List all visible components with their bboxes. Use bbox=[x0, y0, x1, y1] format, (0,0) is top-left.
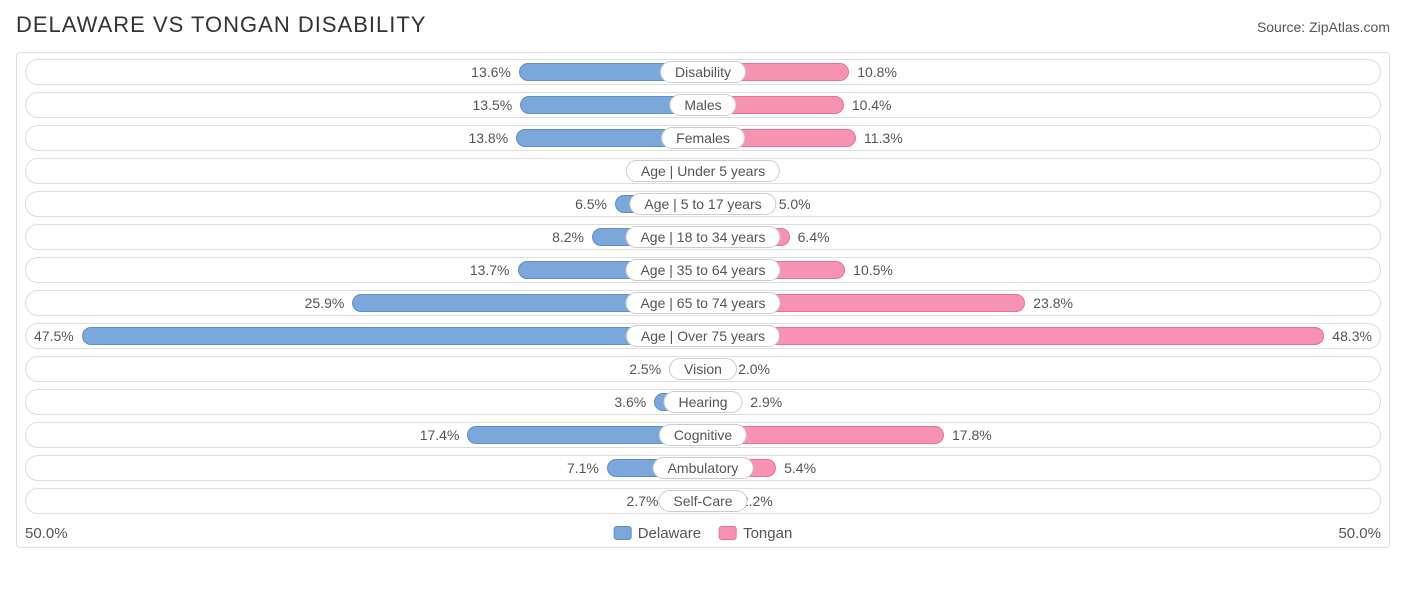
left-value: 2.5% bbox=[621, 361, 669, 377]
chart-title: DELAWARE VS TONGAN DISABILITY bbox=[16, 12, 426, 38]
chart-row: 3.6% 2.9%Hearing bbox=[25, 389, 1381, 415]
left-half: 13.7% bbox=[26, 258, 703, 282]
right-bar bbox=[703, 327, 1324, 345]
right-half: 2.9% bbox=[703, 390, 1380, 414]
row-label: Age | Under 5 years bbox=[626, 160, 780, 182]
right-half: 10.8% bbox=[703, 60, 1380, 84]
legend-right: Tongan bbox=[719, 525, 792, 542]
left-value: 6.5% bbox=[567, 196, 615, 212]
row-label: Age | 18 to 34 years bbox=[625, 226, 780, 248]
chart-row: 13.5% 10.4% Males bbox=[25, 92, 1381, 118]
right-value: 10.4% bbox=[844, 97, 900, 113]
chart-row: 13.7% 10.5% Age | 35 to 64 years bbox=[25, 257, 1381, 283]
chart-row: 47.5% 48.3% Age | Over 75 years bbox=[25, 323, 1381, 349]
left-half: 3.6% bbox=[26, 390, 703, 414]
row-label: Females bbox=[661, 127, 745, 149]
left-half: 17.4% bbox=[26, 423, 703, 447]
left-bar bbox=[82, 327, 703, 345]
row-label: Age | 35 to 64 years bbox=[625, 259, 780, 281]
left-half: 8.2% bbox=[26, 225, 703, 249]
rows-container: 13.6% 10.8% Disability 13.5% 10.4% Males 13.8%… bbox=[25, 59, 1381, 514]
row-label: Age | 65 to 74 years bbox=[625, 292, 780, 314]
right-value: 2.9% bbox=[742, 394, 790, 410]
right-half: 23.8% bbox=[703, 291, 1380, 315]
right-value: 6.4% bbox=[790, 229, 838, 245]
chart-header: DELAWARE VS TONGAN DISABILITY Source: Zi… bbox=[16, 12, 1390, 38]
right-value: 23.8% bbox=[1025, 295, 1081, 311]
right-value: 10.8% bbox=[849, 64, 905, 80]
row-label: Cognitive bbox=[659, 424, 747, 446]
row-label: Age | 5 to 17 years bbox=[629, 193, 776, 215]
axis-left-label: 50.0% bbox=[25, 525, 68, 542]
legend-right-swatch bbox=[719, 526, 737, 540]
right-value: 48.3% bbox=[1324, 328, 1380, 344]
left-half: 47.5% bbox=[26, 324, 703, 348]
right-value: 10.5% bbox=[845, 262, 901, 278]
left-value: 13.7% bbox=[462, 262, 518, 278]
left-half: 2.7% bbox=[26, 489, 703, 513]
left-value: 8.2% bbox=[544, 229, 592, 245]
left-value: 3.6% bbox=[606, 394, 654, 410]
right-half: 11.3% bbox=[703, 126, 1380, 150]
right-half: 10.5% bbox=[703, 258, 1380, 282]
chart-row: 13.6% 10.8% Disability bbox=[25, 59, 1381, 85]
right-value: 11.3% bbox=[856, 130, 911, 146]
legend-left-label: Delaware bbox=[638, 525, 701, 542]
left-value: 47.5% bbox=[26, 328, 82, 344]
left-half: 6.5% bbox=[26, 192, 703, 216]
right-half: 1.3% bbox=[703, 159, 1380, 183]
right-half: 2.0% bbox=[703, 357, 1380, 381]
row-label: Age | Over 75 years bbox=[626, 325, 780, 347]
chart-row: 25.9% 23.8% Age | 65 to 74 years bbox=[25, 290, 1381, 316]
row-label: Self-Care bbox=[658, 490, 747, 512]
row-label: Vision bbox=[669, 358, 737, 380]
chart-row: 2.5% 2.0%Vision bbox=[25, 356, 1381, 382]
chart-row: 17.4% 17.8% Cognitive bbox=[25, 422, 1381, 448]
row-label: Males bbox=[669, 94, 736, 116]
left-value: 17.4% bbox=[412, 427, 468, 443]
right-half: 17.8% bbox=[703, 423, 1380, 447]
chart-source: Source: ZipAtlas.com bbox=[1257, 19, 1390, 35]
chart-area: 13.6% 10.8% Disability 13.5% 10.4% Males 13.8%… bbox=[16, 52, 1390, 548]
right-value: 5.0% bbox=[771, 196, 819, 212]
right-half: 2.2% bbox=[703, 489, 1380, 513]
left-half: 1.5% bbox=[26, 159, 703, 183]
row-label: Disability bbox=[660, 61, 746, 83]
right-half: 5.0% bbox=[703, 192, 1380, 216]
chart-row: 6.5% 5.0%Age | 5 to 17 years bbox=[25, 191, 1381, 217]
right-value: 2.0% bbox=[730, 361, 778, 377]
left-value: 13.5% bbox=[465, 97, 521, 113]
left-half: 25.9% bbox=[26, 291, 703, 315]
chart-row: 13.8% 11.3% Females bbox=[25, 125, 1381, 151]
chart-row: 8.2% 6.4% Age | 18 to 34 years bbox=[25, 224, 1381, 250]
right-value: 17.8% bbox=[944, 427, 1000, 443]
legend-left-swatch bbox=[614, 526, 632, 540]
legend-left: Delaware bbox=[614, 525, 701, 542]
left-half: 13.8% bbox=[26, 126, 703, 150]
row-label: Ambulatory bbox=[653, 457, 754, 479]
right-half: 5.4% bbox=[703, 456, 1380, 480]
chart-row: 2.7%2.2%Self-Care bbox=[25, 488, 1381, 514]
chart-row: 7.1% 5.4% Ambulatory bbox=[25, 455, 1381, 481]
legend: Delaware Tongan bbox=[614, 525, 793, 542]
left-value: 25.9% bbox=[297, 295, 353, 311]
row-label: Hearing bbox=[663, 391, 742, 413]
left-half: 2.5% bbox=[26, 357, 703, 381]
left-value: 13.6% bbox=[463, 64, 519, 80]
chart-row: 1.5%1.3%Age | Under 5 years bbox=[25, 158, 1381, 184]
right-half: 6.4% bbox=[703, 225, 1380, 249]
legend-right-label: Tongan bbox=[743, 525, 792, 542]
left-half: 7.1% bbox=[26, 456, 703, 480]
axis-right-label: 50.0% bbox=[1338, 525, 1381, 542]
right-value: 5.4% bbox=[776, 460, 824, 476]
right-half: 48.3% bbox=[703, 324, 1380, 348]
chart-footer: 50.0% Delaware Tongan 50.0% bbox=[25, 521, 1381, 545]
left-half: 13.6% bbox=[26, 60, 703, 84]
left-value: 13.8% bbox=[460, 130, 516, 146]
right-half: 10.4% bbox=[703, 93, 1380, 117]
left-value: 7.1% bbox=[559, 460, 607, 476]
left-half: 13.5% bbox=[26, 93, 703, 117]
